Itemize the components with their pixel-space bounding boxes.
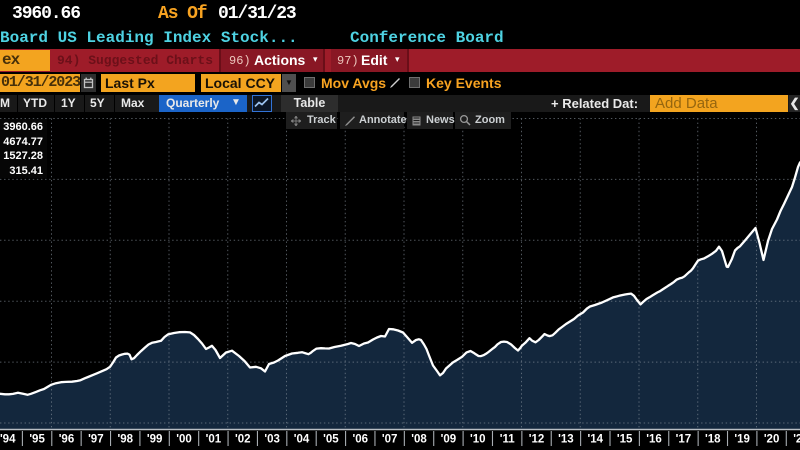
svg-text:'95: '95 bbox=[29, 434, 45, 446]
svg-text:'01: '01 bbox=[206, 434, 222, 446]
svg-text:'08: '08 bbox=[411, 434, 427, 446]
svg-text:'14: '14 bbox=[588, 434, 604, 446]
svg-text:'16: '16 bbox=[646, 434, 662, 446]
svg-text:'21: '21 bbox=[793, 434, 800, 446]
svg-text:'03: '03 bbox=[264, 434, 280, 446]
svg-text:'17: '17 bbox=[676, 434, 692, 446]
svg-text:'09: '09 bbox=[441, 434, 457, 446]
svg-text:'13: '13 bbox=[558, 434, 574, 446]
svg-text:'00: '00 bbox=[176, 434, 192, 446]
svg-text:'19: '19 bbox=[734, 434, 750, 446]
svg-text:'15: '15 bbox=[617, 434, 633, 446]
svg-text:'05: '05 bbox=[323, 434, 339, 446]
svg-text:'02: '02 bbox=[235, 434, 251, 446]
svg-text:'18: '18 bbox=[705, 434, 721, 446]
svg-text:'99: '99 bbox=[147, 434, 163, 446]
svg-text:'94: '94 bbox=[0, 434, 16, 446]
svg-text:'06: '06 bbox=[352, 434, 368, 446]
svg-text:'04: '04 bbox=[294, 434, 310, 446]
svg-text:'20: '20 bbox=[764, 434, 780, 446]
svg-text:'07: '07 bbox=[382, 434, 398, 446]
svg-text:'96: '96 bbox=[59, 434, 75, 446]
svg-text:'10: '10 bbox=[470, 434, 486, 446]
svg-text:'11: '11 bbox=[500, 434, 515, 446]
svg-text:'98: '98 bbox=[117, 434, 133, 446]
svg-text:'97: '97 bbox=[88, 434, 104, 446]
svg-text:'12: '12 bbox=[529, 434, 545, 446]
